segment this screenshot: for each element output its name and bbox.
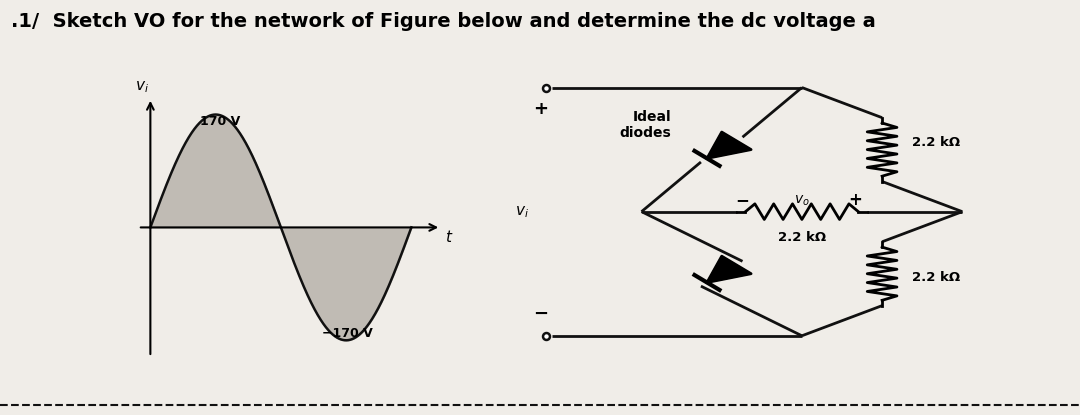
Text: Ideal
diodes: Ideal diodes xyxy=(620,110,672,140)
Text: −170 V: −170 V xyxy=(322,327,373,340)
Text: 2.2 kΩ: 2.2 kΩ xyxy=(912,136,960,149)
Text: $v_o$: $v_o$ xyxy=(794,193,810,208)
Text: 2.2 kΩ: 2.2 kΩ xyxy=(778,231,826,244)
Text: $v_i$: $v_i$ xyxy=(515,204,529,220)
Text: $v_i$: $v_i$ xyxy=(135,79,149,95)
Text: +: + xyxy=(849,191,862,209)
Text: 2.2 kΩ: 2.2 kΩ xyxy=(912,271,960,284)
Text: −: − xyxy=(532,305,549,323)
Text: $t$: $t$ xyxy=(445,229,454,245)
Text: +: + xyxy=(534,100,548,118)
Polygon shape xyxy=(707,132,751,159)
Text: 170 V: 170 V xyxy=(200,115,241,127)
Polygon shape xyxy=(707,256,751,283)
Text: .1/  Sketch VO for the network of Figure below and determine the dc voltage a: .1/ Sketch VO for the network of Figure … xyxy=(11,12,876,32)
Text: −: − xyxy=(735,191,750,209)
